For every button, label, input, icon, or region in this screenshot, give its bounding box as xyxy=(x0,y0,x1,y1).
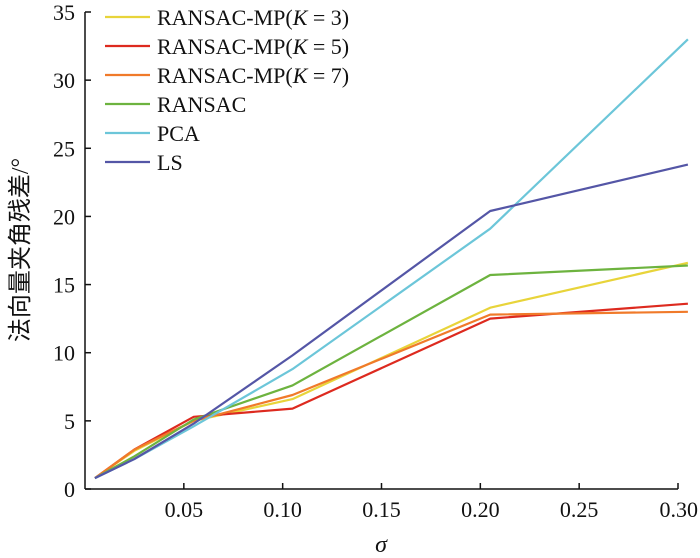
y-ticks: 0 5 10 15 20 25 30 35 xyxy=(53,0,91,502)
legend-label: RANSAC-MP(K = 3) xyxy=(157,5,349,30)
series-line xyxy=(94,163,689,480)
x-tick-label: 0.25 xyxy=(560,497,599,522)
series-line xyxy=(94,264,688,480)
y-axis-title: 法向量夹角残差/° xyxy=(7,158,34,342)
x-tick-label: 0.20 xyxy=(461,497,500,522)
y-tick-label: 25 xyxy=(53,136,75,161)
x-ticks: 0.05 0.10 0.15 0.20 0.25 0.30 xyxy=(165,483,698,522)
y-tick-label: 0 xyxy=(64,477,75,502)
legend-label: RANSAC xyxy=(157,92,246,117)
legend-label: LS xyxy=(157,150,183,175)
y-tick-label: 15 xyxy=(53,273,75,298)
legend-label: RANSAC-MP(K = 7) xyxy=(157,63,349,88)
y-tick-label: 30 xyxy=(53,68,75,93)
legend-label: PCA xyxy=(157,121,200,146)
x-tick-label: 0.15 xyxy=(362,497,401,522)
series-lines xyxy=(94,38,689,480)
x-tick-label: 0.10 xyxy=(263,497,302,522)
series-line xyxy=(94,261,689,480)
y-tick-label: 20 xyxy=(53,204,75,229)
y-tick-label: 35 xyxy=(53,0,75,25)
x-tick-label: 0.05 xyxy=(165,497,204,522)
x-tick-label: 0.30 xyxy=(660,497,699,522)
y-tick-label: 10 xyxy=(53,341,75,366)
x-axis-title: σ xyxy=(375,532,388,558)
legend-label: RANSAC-MP(K = 5) xyxy=(157,34,349,59)
series-line xyxy=(94,310,688,479)
legend: RANSAC-MP(K = 3) RANSAC-MP(K = 5) RANSAC-M… xyxy=(105,5,349,175)
y-tick-label: 5 xyxy=(64,409,75,434)
